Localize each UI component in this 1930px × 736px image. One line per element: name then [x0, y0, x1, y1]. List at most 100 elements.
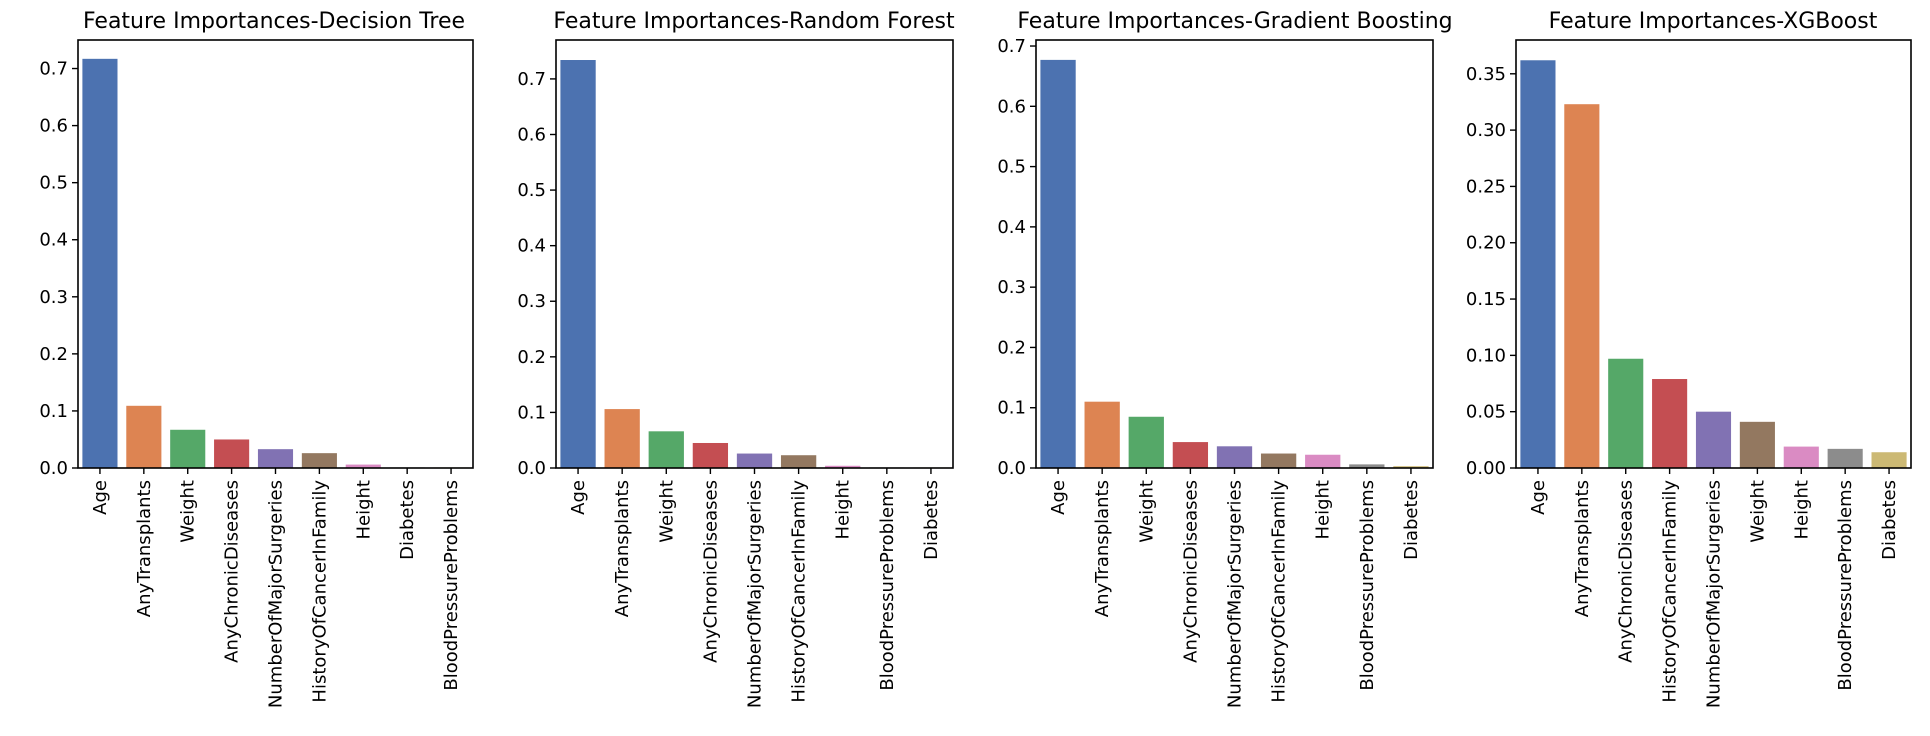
y-tick-label: 0.2 — [517, 347, 546, 368]
y-tick-label: 0.6 — [39, 116, 68, 137]
y-tick-label: 0.4 — [997, 217, 1026, 238]
plot-frame — [555, 39, 954, 469]
y-tick-label: 0.7 — [997, 36, 1026, 57]
x-tick-label: Diabetes — [921, 480, 942, 560]
x-tick-label: AnyChronicDiseases — [222, 480, 243, 663]
x-tick-label: Age — [1528, 480, 1549, 515]
bar-historyofcancerinfamily — [780, 455, 817, 468]
x-tick-label: Height — [1313, 480, 1334, 540]
y-tick-label: 0.5 — [997, 157, 1026, 178]
x-tick-label: Weight — [1747, 480, 1768, 543]
y-tick-label: 0.3 — [997, 277, 1026, 298]
x-tick-label: AnyTransplants — [612, 480, 633, 617]
x-tick-label: Age — [1048, 480, 1069, 515]
chart-panel-xgboost: Feature Importances-XGBoost 0.00 0.05 0.10… — [1466, 9, 1912, 708]
plot-frame — [77, 39, 474, 469]
bar-anytransplants — [1564, 104, 1600, 468]
y-tick-label: 0.7 — [39, 59, 68, 80]
x-tick-label: AnyChronicDiseases — [700, 480, 721, 663]
bar-numberofmajorsurgeries — [1695, 411, 1732, 468]
bar-numberofmajorsurgeries — [736, 453, 773, 468]
chart-panel-random-forest: Feature Importances-Random Forest 0.0 0.1… — [517, 9, 955, 708]
bar-age — [1040, 59, 1076, 468]
y-tick-label: 0.0 — [997, 458, 1026, 479]
x-tick-label: HistoryOfCancerInFamily — [309, 480, 330, 703]
y-tick-label: 0.3 — [39, 287, 68, 308]
y-tick-label: 0.15 — [1466, 289, 1506, 310]
bar-weight — [1739, 421, 1775, 468]
y-tick-label: 0.0 — [517, 458, 546, 479]
y-tick-label: 0.20 — [1466, 233, 1506, 254]
bar-height — [825, 465, 861, 468]
bar-diabetes — [1871, 452, 1907, 468]
bar-historyofcancerinfamily — [301, 453, 337, 468]
x-tick-label: Diabetes — [1401, 480, 1422, 560]
bar-age — [1520, 60, 1556, 469]
x-tick-label: Age — [568, 480, 589, 515]
x-tick-label: Weight — [178, 480, 199, 543]
x-tick-label: NumberOfMajorSurgeries — [1704, 480, 1725, 708]
bar-anytransplants — [1084, 401, 1120, 468]
bar-weight — [1128, 416, 1164, 468]
bar-age — [560, 60, 596, 468]
x-tick-label: Diabetes — [397, 480, 418, 560]
chart-title: Feature Importances-Decision Tree — [83, 9, 465, 34]
y-tick-label: 0.10 — [1466, 345, 1506, 366]
chart-panel-decision-tree: Feature Importances-Decision Tree 0.0 0.1… — [39, 9, 474, 708]
y-tick-label: 0.2 — [997, 337, 1026, 358]
x-tick-label: NumberOfMajorSurgeries — [1225, 480, 1246, 708]
y-tick-label: 0.4 — [517, 236, 546, 257]
x-tick-label: Diabetes — [1879, 480, 1900, 560]
bar-bloodpressureproblems — [1827, 448, 1863, 468]
bar-height — [1783, 446, 1819, 468]
bar-age — [82, 58, 118, 468]
bar-anychronicdiseases — [214, 439, 250, 468]
x-tick-label: Age — [90, 480, 111, 515]
chart-title: Feature Importances-Gradient Boosting — [1017, 9, 1452, 34]
y-tick-label: 0.6 — [517, 124, 546, 145]
bar-anytransplants — [604, 409, 640, 468]
chart-panel-gradient-boosting: Feature Importances-Gradient Boosting 0.… — [997, 9, 1452, 708]
bar-anychronicdiseases — [1608, 358, 1644, 468]
x-tick-label: HistoryOfCancerInFamily — [1269, 480, 1290, 703]
chart-title: Feature Importances-Random Forest — [553, 9, 955, 34]
x-tick-label: Height — [1791, 480, 1812, 540]
y-tick-label: 0.1 — [517, 402, 546, 423]
x-tick-label: Weight — [656, 480, 677, 543]
x-tick-label: Height — [833, 480, 854, 540]
y-tick-label: 0.35 — [1466, 64, 1506, 85]
x-tick-label: Height — [353, 480, 374, 540]
y-tick-label: 0.7 — [517, 69, 546, 90]
y-tick-label: 0.00 — [1466, 458, 1506, 479]
x-tick-label: AnyTransplants — [134, 480, 155, 617]
x-tick-label: AnyTransplants — [1572, 480, 1593, 617]
plot-frame — [1515, 39, 1912, 469]
x-tick-label: BloodPressureProblems — [877, 480, 898, 691]
bar-numberofmajorsurgeries — [257, 449, 294, 468]
bar-anychronicdiseases — [692, 442, 729, 468]
bar-diabetes — [1393, 466, 1429, 468]
bar-anychronicdiseases — [1172, 442, 1209, 468]
y-tick-label: 0.1 — [39, 401, 68, 422]
y-tick-label: 0.0 — [39, 458, 68, 479]
y-tick-label: 0.2 — [39, 344, 68, 365]
plot-frame — [1035, 39, 1434, 469]
bar-height — [345, 464, 381, 468]
bar-weight — [648, 431, 684, 468]
y-tick-label: 0.3 — [517, 291, 546, 312]
y-tick-label: 0.05 — [1466, 402, 1506, 423]
y-tick-label: 0.1 — [997, 398, 1026, 419]
bar-historyofcancerinfamily — [1652, 379, 1688, 468]
bar-numberofmajorsurgeries — [1216, 446, 1253, 468]
x-tick-label: HistoryOfCancerInFamily — [789, 480, 810, 703]
x-tick-label: HistoryOfCancerInFamily — [1660, 480, 1681, 703]
bar-bloodpressureproblems — [1349, 464, 1385, 468]
x-tick-label: BloodPressureProblems — [441, 480, 462, 691]
bar-historyofcancerinfamily — [1260, 453, 1297, 468]
chart-title: Feature Importances-XGBoost — [1549, 9, 1878, 34]
x-tick-label: NumberOfMajorSurgeries — [266, 480, 287, 708]
y-tick-label: 0.5 — [39, 173, 68, 194]
x-tick-label: AnyChronicDiseases — [1180, 480, 1201, 663]
bar-anytransplants — [126, 405, 162, 468]
